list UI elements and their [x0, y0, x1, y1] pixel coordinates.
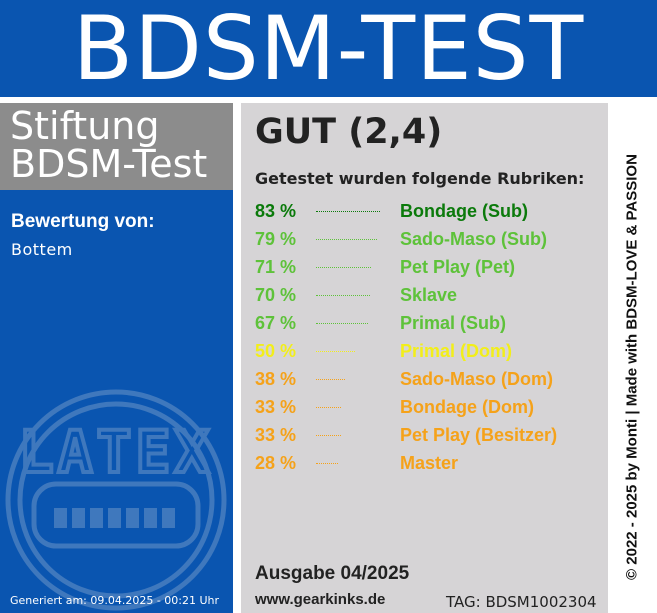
header-title: BDSM-TEST [0, 0, 657, 97]
result-percent: 50 % [255, 341, 297, 361]
result-percent: 28 % [255, 453, 297, 473]
edition: Ausgabe 04/2025 [255, 563, 410, 584]
result-dotted-leader [316, 351, 355, 352]
tag-id: TAG: BDSM1002304 [446, 593, 597, 611]
result-percent: 83 % [255, 201, 297, 221]
result-category: Pet Play (Besitzer) [400, 425, 558, 445]
result-percent: 33 % [255, 425, 297, 445]
copyright-text: © 2022 - 2025 by Monti | Made with BDSM-… [623, 154, 641, 580]
result-percent: 67 % [255, 313, 297, 333]
result-dotted-leader [316, 323, 368, 324]
result-category: Primal (Sub) [400, 313, 507, 333]
rating-user: Bottem [11, 240, 73, 259]
results-panel [241, 103, 608, 613]
org-name-line1: Stiftung [10, 104, 160, 148]
header-divider [0, 97, 657, 103]
result-dotted-leader [316, 407, 341, 408]
org-name: Stiftung BDSM-Test [0, 103, 233, 190]
result-percent: 79 % [255, 229, 297, 249]
copyright-strip [608, 103, 657, 613]
result-dotted-leader [316, 211, 380, 212]
result-category: Pet Play (Pet) [400, 257, 516, 277]
panel-divider [233, 103, 241, 613]
grade-title: GUT (2,4) [255, 112, 443, 152]
generated-date: Generiert am: 09.04.2025 - 00:21 Uhr [10, 594, 220, 607]
seal-text: LATEX [19, 418, 214, 486]
org-name-line2: BDSM-Test [10, 142, 208, 186]
result-category: Sado-Maso (Sub) [400, 229, 547, 249]
result-dotted-leader [316, 295, 370, 296]
result-percent: 71 % [255, 257, 297, 277]
result-dotted-leader [316, 463, 338, 464]
result-dotted-leader [316, 267, 371, 268]
website-link[interactable]: www.gearkinks.de [255, 591, 386, 608]
result-dotted-leader [316, 379, 345, 380]
result-dotted-leader [316, 239, 377, 240]
result-category: Bondage (Dom) [400, 397, 534, 417]
result-category: Sklave [400, 285, 458, 305]
result-dotted-leader [316, 435, 341, 436]
result-category: Primal (Dom) [400, 341, 513, 361]
latex-seal-icon: LATEX [5, 389, 227, 611]
result-category: Sado-Maso (Dom) [400, 369, 553, 389]
result-percent: 38 % [255, 369, 297, 389]
result-percent: 33 % [255, 397, 297, 417]
result-category: Master [400, 453, 459, 473]
intro-text: Getestet wurden folgende Rubriken: [255, 169, 585, 188]
rating-label: Bewertung von: [11, 211, 155, 232]
result-category: Bondage (Sub) [400, 201, 528, 221]
result-percent: 70 % [255, 285, 297, 305]
